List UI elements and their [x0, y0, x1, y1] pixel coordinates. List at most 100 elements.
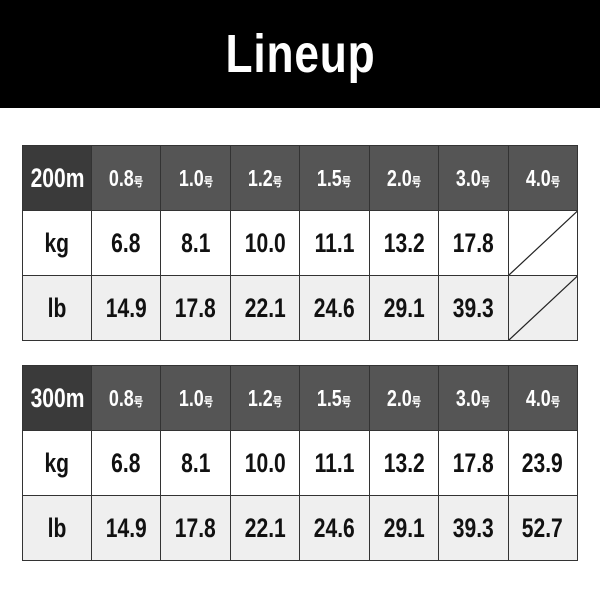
empty-cell [507, 275, 579, 341]
size-value: 4.0 [525, 164, 551, 191]
value: 6.8 [111, 447, 141, 478]
value: 13.2 [383, 227, 425, 258]
size-unit: 号 [550, 394, 560, 409]
size-value: 1.2 [247, 164, 273, 191]
value-cell: 22.1 [229, 275, 301, 341]
row-label: lb [47, 292, 67, 323]
value-cell: 17.8 [438, 430, 509, 496]
size-header-cell: 3.0号 [438, 365, 509, 431]
size-value: 3.0 [456, 164, 482, 191]
size-value: 1.5 [317, 164, 343, 191]
size-header-cell: 1.5号 [299, 145, 370, 211]
size-value: 3.0 [456, 384, 482, 411]
value: 22.1 [244, 292, 286, 323]
size-value: 2.0 [386, 164, 412, 191]
lineup-table-300m: 300m 0.8号 1.0号 1.2号 1.5号 2.0号 3.0号 4.0号 kg 6.8 8.1… [22, 365, 579, 561]
row-kg: kg 6.8 8.1 10.0 11.1 13.2 17.8 [22, 210, 579, 276]
value: 14.9 [105, 292, 147, 323]
value: 8.1 [180, 227, 211, 258]
size-value: 1.0 [178, 164, 204, 191]
row-lb: lb 14.9 17.8 22.1 24.6 29.1 39.3 52.7 [22, 495, 579, 561]
value-cell: 17.8 [438, 210, 509, 276]
page-title: Lineup [224, 24, 376, 84]
value: 17.8 [452, 447, 494, 478]
value: 24.6 [313, 292, 355, 323]
value-cell: 11.1 [299, 430, 370, 496]
size-header-cell: 2.0号 [368, 145, 440, 211]
value-cell: 6.8 [90, 430, 162, 496]
size-unit: 号 [411, 394, 422, 409]
diagonal-slash [509, 211, 577, 275]
value: 29.1 [383, 292, 425, 323]
value-cell: 24.6 [299, 495, 370, 561]
value: 17.8 [452, 227, 494, 258]
row-label: lb [47, 512, 67, 543]
lineup-table-200m: 200m 0.8号 1.0号 1.2号 1.5号 2.0号 3.0号 4.0号 kg 6.8 8.1… [22, 145, 579, 341]
title-bar: Lineup [0, 0, 600, 108]
value-cell: 14.9 [90, 495, 162, 561]
value-cell: 13.2 [368, 210, 440, 276]
value: 17.8 [175, 292, 217, 323]
value: 29.1 [383, 512, 425, 543]
size-header-cell: 0.8号 [90, 365, 162, 431]
value-cell: 24.6 [299, 275, 370, 341]
size-unit: 号 [342, 394, 352, 409]
row-label: kg [44, 447, 70, 478]
value: 13.2 [383, 447, 425, 478]
value-cell: 17.8 [160, 495, 231, 561]
size-header-cell: 1.0号 [160, 145, 231, 211]
value: 22.1 [244, 512, 286, 543]
size-value: 0.8 [109, 164, 134, 191]
size-unit: 号 [203, 394, 213, 409]
size-value: 0.8 [109, 384, 134, 411]
diagonal-slash [509, 276, 577, 340]
size-header-cell: 4.0号 [507, 145, 579, 211]
size-unit: 号 [272, 174, 283, 189]
empty-cell [507, 210, 579, 276]
length-label: 200m [30, 162, 85, 193]
size-header-cell: 3.0号 [438, 145, 509, 211]
value: 8.1 [180, 447, 211, 478]
length-cell: 300m [22, 365, 92, 431]
value-cell: 6.8 [90, 210, 162, 276]
size-value: 1.5 [317, 384, 343, 411]
size-unit: 号 [411, 174, 422, 189]
size-header-cell: 1.2号 [229, 145, 301, 211]
value: 23.9 [522, 447, 564, 478]
value: 17.8 [175, 512, 217, 543]
value-cell: 11.1 [299, 210, 370, 276]
size-unit: 号 [550, 174, 560, 189]
size-value: 4.0 [525, 384, 551, 411]
size-header-cell: 4.0号 [507, 365, 579, 431]
row-label: kg [44, 227, 70, 258]
value-cell: 14.9 [90, 275, 162, 341]
size-value: 1.2 [247, 384, 273, 411]
length-label: 300m [30, 382, 85, 413]
value: 11.1 [314, 227, 355, 258]
value-cell: 52.7 [507, 495, 579, 561]
size-unit: 号 [342, 174, 352, 189]
row-lb: lb 14.9 17.8 22.1 24.6 29.1 39.3 [22, 275, 579, 341]
value: 52.7 [522, 512, 564, 543]
size-header-cell: 1.5号 [299, 365, 370, 431]
value-cell: 13.2 [368, 430, 440, 496]
value-cell: 22.1 [229, 495, 301, 561]
row-label-cell: kg [22, 430, 92, 496]
value: 11.1 [314, 447, 355, 478]
size-value: 2.0 [386, 384, 412, 411]
value: 14.9 [105, 512, 147, 543]
value: 39.3 [452, 292, 494, 323]
row-label-cell: lb [22, 275, 92, 341]
length-cell: 200m [22, 145, 92, 211]
header-row: 200m 0.8号 1.0号 1.2号 1.5号 2.0号 3.0号 4.0号 [22, 145, 579, 211]
size-header-cell: 1.2号 [229, 365, 301, 431]
value: 10.0 [244, 447, 286, 478]
row-label-cell: lb [22, 495, 92, 561]
value-cell: 8.1 [160, 210, 231, 276]
size-unit: 号 [481, 174, 491, 189]
row-label-cell: kg [22, 210, 92, 276]
size-header-cell: 1.0号 [160, 365, 231, 431]
size-header-cell: 0.8号 [90, 145, 162, 211]
size-unit: 号 [203, 174, 213, 189]
value-cell: 29.1 [368, 495, 440, 561]
